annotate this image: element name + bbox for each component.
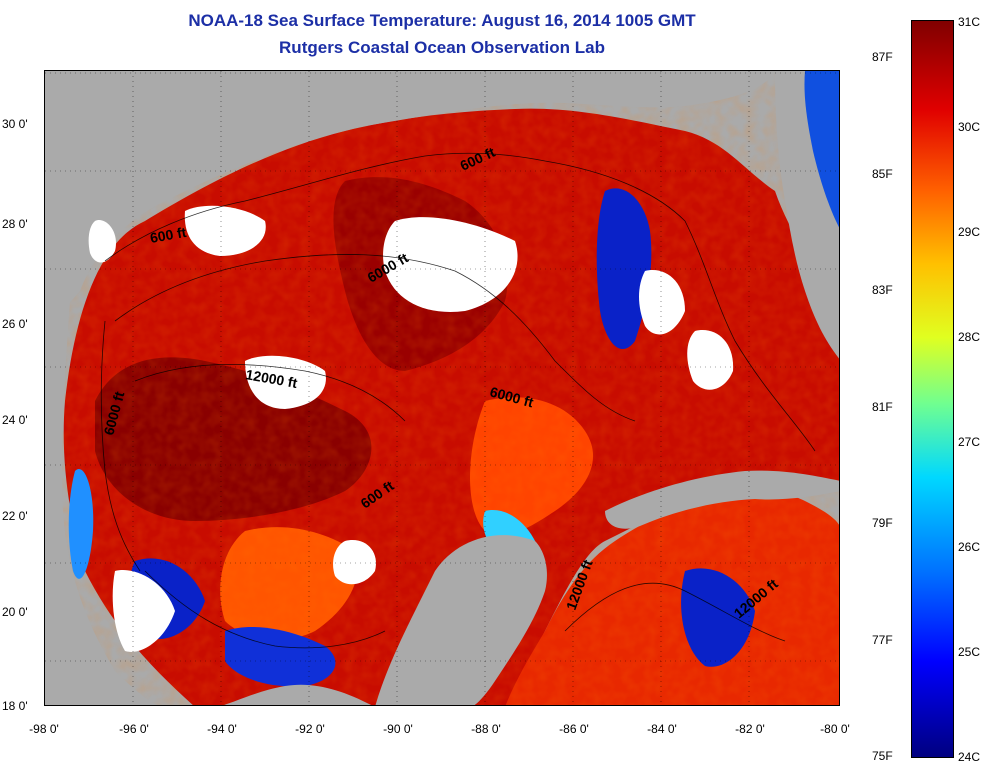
contour-12000ft: [134, 364, 406, 422]
colorbar-fahrenheit-label: 75F: [872, 749, 893, 763]
cold-patch-caribbean: [681, 568, 755, 667]
lat-label: 28 0': [2, 217, 28, 231]
cold-patch-florida: [596, 188, 652, 350]
colorbar-celsius-label: 25C: [958, 645, 981, 659]
lon-label: -80 0': [820, 722, 850, 736]
contour-label: 600 ft: [149, 224, 188, 246]
lat-label: 26 0': [2, 317, 28, 331]
land-central-america: [224, 684, 372, 705]
contour-south: [144, 570, 386, 649]
sst-map-canvas: 600 ft 600 ft 600 ft 6000 ft 6000 ft 600…: [45, 71, 839, 705]
cloud-8: [88, 220, 116, 263]
colorbar-celsius-label: 28C: [958, 330, 981, 344]
land-mexico-west: [45, 301, 158, 705]
lat-label: 30 0': [2, 117, 28, 131]
land-yucatan: [375, 535, 547, 705]
lon-label: -82 0': [735, 722, 765, 736]
contour-west-6000: [100, 320, 141, 572]
cloud-3: [184, 205, 266, 256]
colorbar-celsius-label: 30C: [958, 120, 981, 134]
cloud-6: [639, 270, 685, 335]
colorbar-celsius-label: 24C: [958, 750, 981, 764]
lat-label: 24 0': [2, 413, 28, 427]
lon-label: -96 0': [119, 722, 149, 736]
lon-label: -92 0': [295, 722, 325, 736]
colorbar-fahrenheit-label: 79F: [872, 516, 893, 530]
contour-600ft: [104, 152, 816, 452]
lon-label: -84 0': [647, 722, 677, 736]
colorbar-fahrenheit-label: 77F: [872, 633, 893, 647]
contour-6000ft: [114, 254, 636, 422]
lon-label: -94 0': [207, 722, 237, 736]
colorbar-fahrenheit-label: 87F: [872, 50, 893, 64]
sst-map: 600 ft 600 ft 600 ft 6000 ft 6000 ft 600…: [44, 70, 840, 706]
colorbar-celsius-label: 29C: [958, 225, 981, 239]
cloud-2: [245, 355, 326, 409]
land-cuba: [605, 470, 839, 529]
lon-label: -88 0': [471, 722, 501, 736]
lon-label: -98 0': [29, 722, 59, 736]
colorbar-fahrenheit-label: 85F: [872, 167, 893, 181]
cold-patch-coast: [68, 469, 94, 579]
bathymetry-contours: [100, 152, 816, 649]
florida-coastal-water: [804, 71, 839, 228]
graticule: [45, 71, 839, 705]
land-north-coast: [45, 71, 775, 331]
temperature-colorbar: [911, 20, 954, 758]
cloud-4: [112, 570, 175, 652]
lon-label: -90 0': [383, 722, 413, 736]
map-subtitle: Rutgers Coastal Ocean Observation Lab: [279, 38, 605, 57]
cloud-5: [333, 540, 376, 585]
colorbar-celsius-label: 26C: [958, 540, 981, 554]
colorbar-fahrenheit-label: 81F: [872, 400, 893, 414]
contour-caribbean: [564, 582, 786, 642]
cloud-7: [687, 330, 734, 390]
lat-label: 20 0': [2, 605, 28, 619]
cold-patch-campeche: [225, 626, 336, 687]
colorbar-celsius-label: 31C: [958, 15, 981, 29]
lon-label: -86 0': [559, 722, 589, 736]
lat-label: 22 0': [2, 509, 28, 523]
lat-label: 18 0': [2, 699, 28, 713]
colorbar-fahrenheit-label: 83F: [872, 283, 893, 297]
map-title: NOAA-18 Sea Surface Temperature: August …: [188, 11, 696, 30]
colorbar-celsius-label: 27C: [958, 435, 981, 449]
